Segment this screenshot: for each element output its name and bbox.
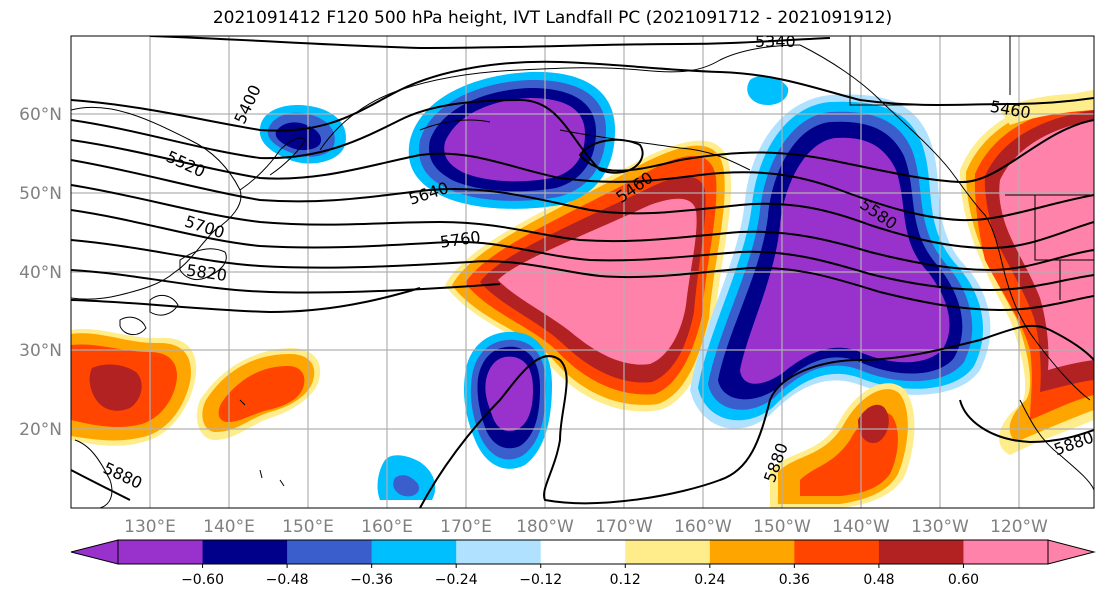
- colorbar-swatch: [118, 540, 204, 564]
- lon-label: 140°E: [203, 517, 255, 537]
- lon-label: 130°W: [911, 517, 969, 537]
- lat-label: 20°N: [19, 420, 62, 440]
- latitude-labels: 60°N 50°N 40°N 30°N 20°N: [19, 105, 62, 440]
- contour-label: 5340: [755, 32, 796, 51]
- colorbar-swatch: [878, 540, 964, 564]
- colorbar-swatch: [202, 540, 288, 564]
- colorbar: −0.60 −0.48 −0.36 −0.24 −0.12 0.12 0.24 0.36 0.4…: [70, 539, 1096, 588]
- lat-label: 60°N: [19, 105, 62, 125]
- colorbar-tick-label: −0.60: [181, 572, 224, 588]
- lat-label: 30°N: [19, 341, 62, 361]
- colorbar-extend-left: [70, 539, 119, 565]
- lon-label: 180°W: [516, 517, 574, 537]
- colorbar-swatch: [625, 540, 711, 564]
- colorbar-tick-label: −0.36: [350, 572, 393, 588]
- lon-label: 120°W: [990, 517, 1048, 537]
- lon-label: 160°E: [361, 517, 413, 537]
- colorbar-tick-label: 0.12: [610, 572, 641, 588]
- lon-label: 170°W: [595, 517, 653, 537]
- lon-label: 130°E: [124, 517, 176, 537]
- colorbar-tick-label: −0.12: [519, 572, 562, 588]
- colorbar-swatch: [540, 540, 626, 564]
- colorbar-frame: [117, 539, 1049, 565]
- colorbar-tick-label: 0.60: [948, 572, 979, 588]
- lon-label: 170°E: [440, 517, 492, 537]
- height-contours: [71, 36, 1094, 508]
- lon-label: 140°W: [832, 517, 890, 537]
- colorbar-swatch: [456, 540, 542, 564]
- lon-label: 150°E: [282, 517, 334, 537]
- colorbar-tick-label: 0.36: [779, 572, 810, 588]
- colorbar-swatch: [794, 540, 880, 564]
- colorbar-swatch: [287, 540, 373, 564]
- lat-label: 50°N: [19, 184, 62, 204]
- colorbar-tick-label: 0.48: [863, 572, 894, 588]
- colorbar-tick-label: −0.24: [435, 572, 478, 588]
- colorbar-swatch: [709, 540, 795, 564]
- colorbar-extend-right: [1047, 539, 1096, 565]
- ivt-shading: [71, 71, 1094, 508]
- longitude-labels: 130°E 140°E 150°E 160°E 170°E 180°W 170°…: [124, 517, 1048, 537]
- colorbar-tick-label: −0.48: [266, 572, 309, 588]
- map-frame: [70, 35, 1095, 509]
- lat-label: 40°N: [19, 263, 62, 283]
- colorbar-tick-label: 0.24: [694, 572, 725, 588]
- grid: [71, 36, 1094, 508]
- lon-label: 150°W: [753, 517, 811, 537]
- colorbar-swatch: [963, 540, 1049, 564]
- lon-label: 160°W: [674, 517, 732, 537]
- colorbar-swatch: [371, 540, 457, 564]
- map-area: 5340 5400 5460 5460 5520 5580 5640 5700 …: [71, 32, 1094, 508]
- map-title: 2021091412 F120 500 hPa height, IVT Land…: [212, 8, 893, 28]
